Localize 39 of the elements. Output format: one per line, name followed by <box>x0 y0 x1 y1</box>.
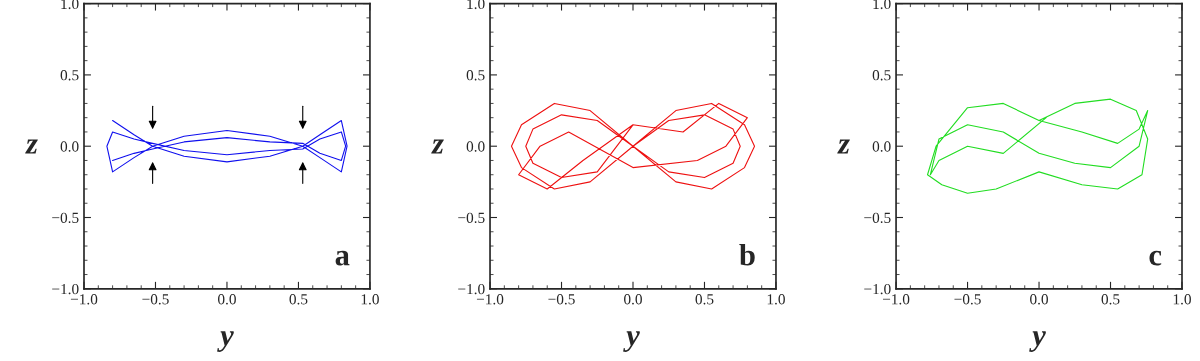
y-axis-title: z <box>25 139 38 154</box>
x-axis-title: y <box>623 331 640 352</box>
annotation: a <box>335 250 350 266</box>
y-tick-label: −1.0 <box>52 283 79 295</box>
x-tick-label: 1.0 <box>1173 294 1191 305</box>
x-tick-label: −0.5 <box>548 294 575 305</box>
x-axis-title: y <box>1029 331 1046 352</box>
x-tick-label: −0.5 <box>954 294 981 305</box>
y-tick-label: 0.0 <box>872 141 891 152</box>
x-tick-label: −1.0 <box>70 294 98 305</box>
x-tick-label: 1.0 <box>361 294 379 305</box>
x-tick-label: 0.5 <box>695 294 714 305</box>
x-tick-label: −1.0 <box>476 294 504 305</box>
annotation: c <box>1149 250 1162 266</box>
y-tick-label: 0.5 <box>60 70 79 81</box>
y-axis-title: z <box>431 139 444 154</box>
y-tick-label: 0.0 <box>60 141 79 152</box>
x-tick-label: 1.0 <box>767 294 785 305</box>
x-tick-label: 0.0 <box>218 294 236 305</box>
line-series <box>106 119 348 173</box>
y-tick-label: 0.5 <box>466 70 485 81</box>
x-tick-label: −0.5 <box>142 294 169 305</box>
line-series <box>926 98 1149 194</box>
annotation: b <box>739 243 755 266</box>
y-tick-label: −1.0 <box>458 283 485 295</box>
y-axis-title: z <box>837 139 850 154</box>
x-axis-title: y <box>217 331 234 352</box>
y-tick-label: −0.5 <box>458 212 485 224</box>
x-tick-label: −1.0 <box>882 294 910 305</box>
line-series <box>510 102 756 190</box>
x-tick-label: 0.5 <box>289 294 308 305</box>
y-tick-label: 0.5 <box>872 70 891 81</box>
x-tick-label: 0.0 <box>1030 294 1048 305</box>
y-tick-label: 0.0 <box>466 141 485 152</box>
x-tick-label: 0.5 <box>1101 294 1120 305</box>
y-tick-label: −1.0 <box>864 283 891 295</box>
y-tick-label: −0.5 <box>864 212 891 224</box>
y-tick-label: −0.5 <box>52 212 79 224</box>
x-tick-label: 0.0 <box>624 294 642 305</box>
